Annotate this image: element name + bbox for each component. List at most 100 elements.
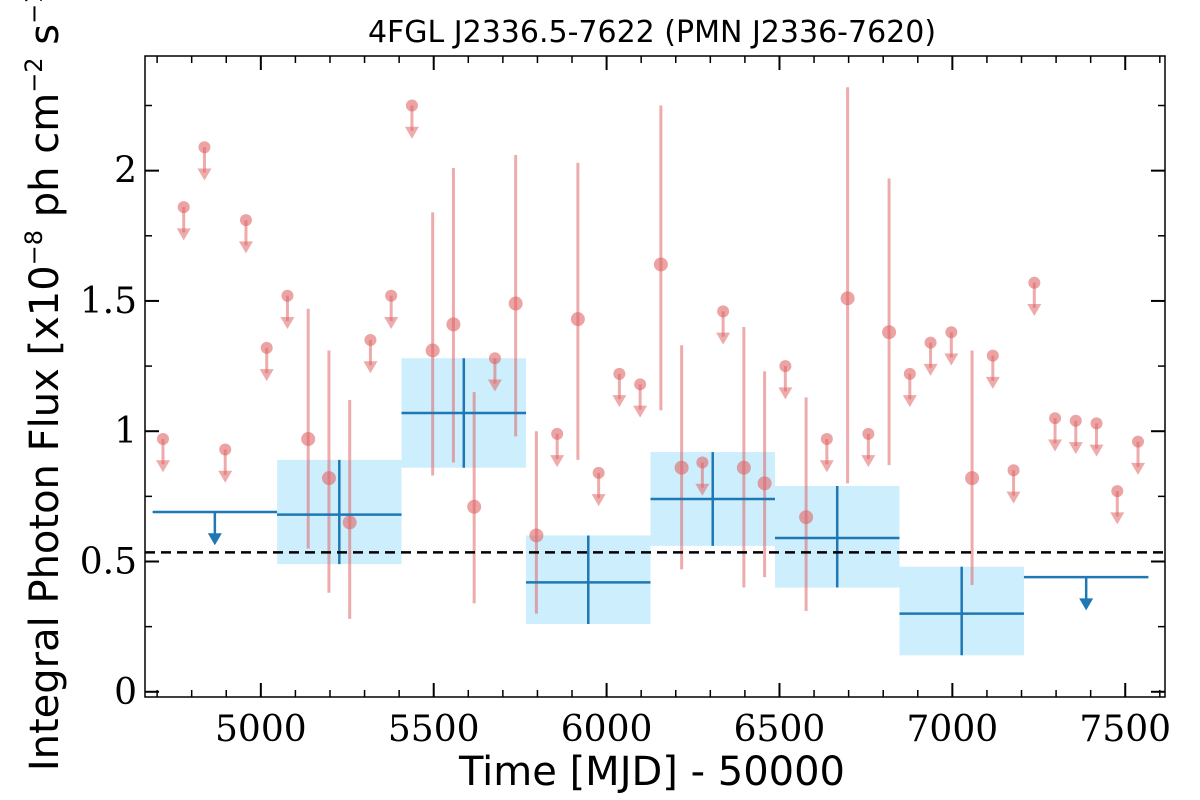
fine-limit-marker bbox=[717, 305, 730, 318]
fine-limit-marker bbox=[488, 352, 501, 365]
fine-limit-marker bbox=[986, 349, 999, 362]
y-axis-title: Integral Photon Flux [x10−8 ph cm−2 s−1] bbox=[20, 0, 68, 771]
fine-limit-arrow bbox=[1006, 491, 1021, 504]
fine-marker bbox=[529, 528, 544, 543]
y-axis-title-mid: ph cm bbox=[22, 93, 68, 230]
fine-detection-point bbox=[301, 308, 316, 549]
fine-upper-limit bbox=[633, 378, 648, 418]
x-tick-label: 5000 bbox=[215, 709, 307, 750]
fine-limit-marker bbox=[696, 456, 709, 469]
coarse-detection bbox=[277, 459, 402, 565]
fine-limit-arrow bbox=[197, 168, 212, 181]
fine-limit-arrow bbox=[155, 460, 170, 473]
plot-frame bbox=[144, 55, 1166, 698]
fine-limit-arrow bbox=[384, 316, 399, 329]
fine-detection-point bbox=[757, 371, 772, 578]
fine-upper-limit bbox=[259, 341, 274, 382]
fine-limit-marker bbox=[862, 427, 875, 440]
x-tick-label: 7000 bbox=[907, 709, 999, 750]
fine-marker bbox=[570, 312, 585, 327]
fine-upper-limit bbox=[591, 466, 606, 507]
fine-upper-limit bbox=[363, 334, 378, 374]
fine-limit-arrow bbox=[363, 361, 378, 374]
fine-limit-marker bbox=[634, 378, 647, 391]
fine-limit-marker bbox=[1132, 435, 1145, 448]
y-axis-title-exp1: −8 bbox=[20, 230, 48, 265]
fine-limit-arrow bbox=[1048, 439, 1063, 452]
fine-detection-point bbox=[882, 178, 897, 466]
fine-upper-limit bbox=[404, 99, 419, 139]
fine-limit-marker bbox=[1007, 464, 1020, 477]
fine-detection-point bbox=[736, 326, 751, 588]
fine-marker bbox=[467, 499, 482, 514]
fine-limit-arrow bbox=[861, 455, 876, 468]
y-axis-title-exp2: −2 bbox=[20, 57, 48, 92]
fine-limit-arrow bbox=[218, 470, 233, 483]
fine-upper-limit bbox=[280, 289, 295, 329]
fine-upper-limit bbox=[218, 443, 233, 483]
fine-detection-point bbox=[342, 399, 357, 619]
fine-marker bbox=[736, 460, 751, 475]
fine-marker bbox=[674, 460, 689, 475]
fine-limit-marker bbox=[239, 214, 252, 227]
coarse-detection bbox=[526, 535, 651, 625]
y-tick-label: 1.5 bbox=[80, 281, 137, 322]
x-tick-label: 6000 bbox=[561, 709, 653, 750]
x-tick-label: 7500 bbox=[1079, 709, 1171, 750]
fine-limit-marker bbox=[820, 433, 833, 446]
fine-marker bbox=[321, 471, 336, 486]
fine-upper-limit bbox=[902, 367, 917, 408]
fine-marker bbox=[508, 296, 523, 311]
fine-upper-limit bbox=[778, 360, 793, 400]
fine-marker bbox=[653, 257, 668, 272]
fine-limit-arrow bbox=[280, 316, 295, 329]
fine-limit-arrow bbox=[695, 483, 710, 496]
y-tick-label: 2 bbox=[114, 151, 137, 192]
fine-limit-arrow bbox=[1110, 512, 1125, 525]
fine-limit-arrow bbox=[944, 353, 959, 366]
fine-limit-marker bbox=[405, 99, 418, 112]
fine-limit-marker bbox=[551, 427, 564, 440]
fine-upper-limit bbox=[197, 141, 212, 181]
x-tick-label: 5500 bbox=[388, 709, 480, 750]
fine-detection-point bbox=[653, 105, 668, 411]
fine-upper-limit bbox=[487, 352, 502, 392]
fine-limit-arrow bbox=[238, 241, 253, 254]
fine-limit-marker bbox=[779, 360, 792, 373]
fine-upper-limit bbox=[1068, 414, 1083, 455]
fine-limit-arrow bbox=[612, 395, 627, 408]
fine-limit-marker bbox=[945, 326, 958, 339]
fine-upper-limit bbox=[155, 433, 170, 473]
fine-limit-marker bbox=[385, 289, 398, 302]
fine-limit-marker bbox=[260, 341, 273, 354]
fine-upper-limit bbox=[238, 214, 253, 254]
fine-upper-limit bbox=[1048, 412, 1063, 452]
fine-limit-marker bbox=[198, 141, 211, 154]
fine-marker bbox=[882, 325, 897, 340]
chart-title: 4FGL J2336.5-7622 (PMN J2336-7620) bbox=[368, 15, 936, 50]
x-tick-label: 6500 bbox=[734, 709, 826, 750]
fine-upper-limit bbox=[819, 433, 834, 473]
fine-upper-limit bbox=[1110, 485, 1125, 525]
fine-detection-point bbox=[425, 212, 440, 476]
fine-upper-limit bbox=[1089, 417, 1104, 457]
fine-marker bbox=[840, 291, 855, 306]
fine-limit-arrow bbox=[404, 126, 419, 139]
fine-limit-arrow bbox=[1089, 444, 1104, 457]
fine-limit-arrow bbox=[819, 460, 834, 473]
fine-limit-arrow bbox=[923, 363, 938, 376]
fine-limit-arrow bbox=[259, 369, 274, 382]
fine-upper-limit bbox=[612, 367, 627, 408]
fine-limit-marker bbox=[1049, 412, 1062, 425]
fine-detection-point bbox=[965, 350, 980, 585]
fine-limit-arrow bbox=[550, 455, 565, 468]
fine-limit-arrow bbox=[633, 405, 648, 418]
fine-marker bbox=[799, 510, 814, 525]
y-tick-label: 1 bbox=[114, 411, 137, 452]
fine-detection-point bbox=[840, 87, 855, 484]
fine-upper-limit bbox=[1131, 435, 1146, 475]
fine-upper-limit bbox=[384, 289, 399, 329]
coarse-detection bbox=[774, 485, 900, 588]
coarse-detection bbox=[650, 452, 775, 546]
